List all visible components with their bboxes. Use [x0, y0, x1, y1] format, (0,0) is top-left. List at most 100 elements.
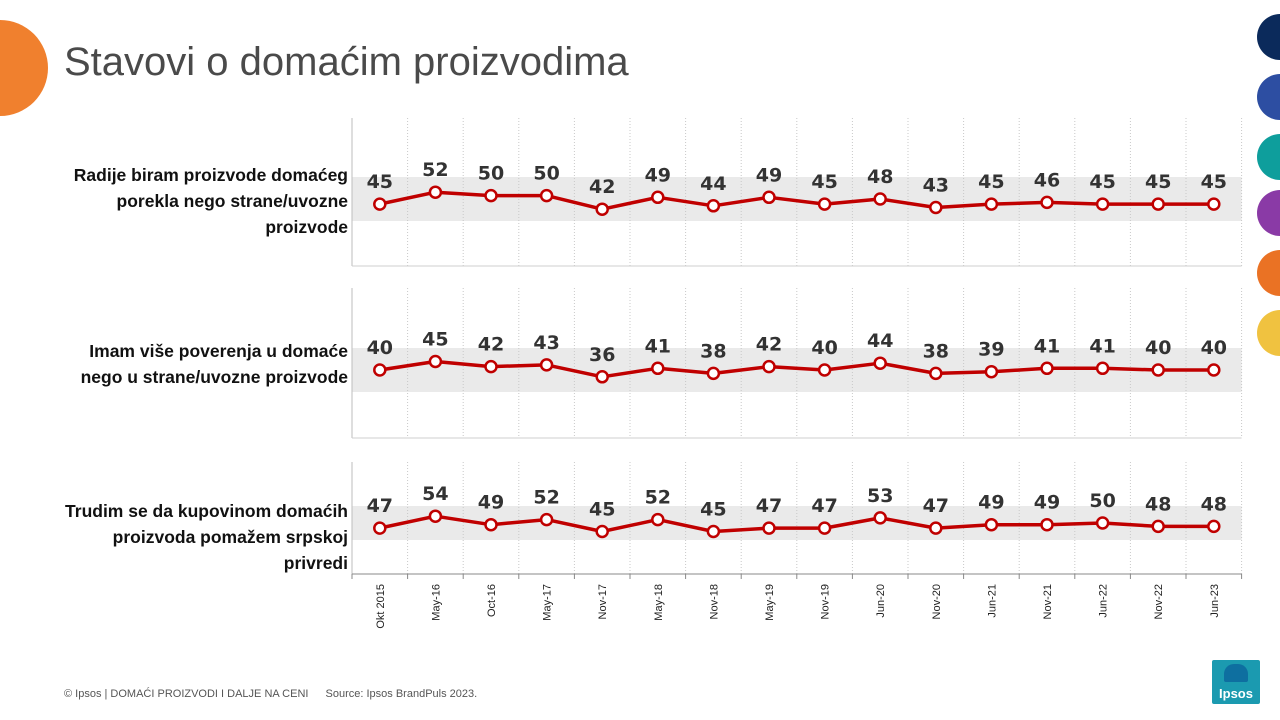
data-point — [428, 509, 443, 523]
data-label: 44 — [867, 330, 893, 352]
data-point — [539, 512, 554, 527]
data-label: 47 — [367, 495, 393, 517]
data-label: 40 — [811, 337, 837, 359]
data-point — [1095, 361, 1110, 376]
x-tick-label: Jun-21 — [986, 584, 998, 618]
data-point — [651, 361, 665, 376]
data-label: 45 — [978, 171, 1004, 193]
x-tick-label: Oct-16 — [486, 584, 498, 617]
data-label: 48 — [1145, 493, 1171, 515]
x-tick-label: Jun-20 — [875, 584, 887, 618]
data-label: 52 — [645, 487, 671, 509]
data-point — [984, 197, 999, 211]
data-point — [1040, 195, 1054, 210]
data-label: 44 — [700, 173, 726, 195]
data-point — [929, 200, 943, 215]
series-line — [379, 190, 1214, 211]
data-label: 41 — [1089, 335, 1115, 357]
data-label: 53 — [867, 485, 893, 507]
data-label: 40 — [1145, 337, 1171, 359]
data-point — [484, 517, 498, 532]
data-point — [984, 364, 999, 379]
data-label: 49 — [1034, 492, 1060, 514]
data-label: 48 — [1201, 493, 1227, 515]
data-label: 45 — [1089, 171, 1115, 193]
data-point — [706, 199, 721, 213]
data-label: 41 — [1034, 335, 1060, 357]
ipsos-logo: Ipsos — [1212, 660, 1260, 704]
data-label: 47 — [756, 495, 782, 517]
side-dot — [1257, 134, 1280, 180]
data-label: 48 — [867, 166, 893, 188]
data-label: 49 — [645, 164, 671, 186]
data-point — [651, 512, 665, 527]
data-label: 50 — [533, 163, 559, 185]
series-label-2: Imam više poverenja u domaće nego u stra… — [80, 341, 348, 387]
side-dot — [1257, 310, 1280, 356]
data-point — [762, 521, 776, 535]
data-point — [873, 356, 887, 370]
data-point — [484, 359, 498, 374]
x-tick-label: May-16 — [430, 584, 442, 621]
side-dot — [1257, 250, 1280, 296]
data-point — [762, 190, 776, 205]
data-label: 38 — [923, 340, 949, 362]
data-point — [595, 370, 609, 384]
data-label: 47 — [811, 495, 837, 517]
x-tick-label: Nov-19 — [820, 584, 832, 619]
data-point — [1040, 517, 1054, 532]
data-label: 50 — [1089, 490, 1115, 512]
data-point — [539, 358, 554, 372]
data-point — [1207, 197, 1221, 211]
data-label: 40 — [367, 337, 393, 359]
data-point — [1207, 519, 1221, 534]
data-label: 45 — [367, 171, 393, 193]
logo-text: Ipsos — [1219, 686, 1253, 701]
data-label: 45 — [1145, 171, 1171, 193]
x-tick-label: Nov-17 — [597, 584, 609, 619]
data-point — [1095, 197, 1110, 211]
data-label: 45 — [811, 171, 837, 193]
data-label: 54 — [422, 483, 448, 505]
data-label: 42 — [478, 334, 504, 356]
data-label: 39 — [978, 339, 1004, 361]
data-point — [873, 192, 887, 206]
data-point — [706, 524, 721, 539]
data-point — [539, 188, 554, 203]
footer-source: Source: Ipsos BrandPuls 2023. — [325, 688, 478, 700]
x-tick-label: May-19 — [764, 584, 776, 621]
data-point — [484, 188, 498, 203]
data-point — [1095, 516, 1110, 530]
data-point — [595, 524, 609, 539]
data-point — [651, 190, 665, 205]
series-line — [379, 359, 1214, 379]
data-point — [817, 521, 832, 535]
data-point — [817, 197, 832, 211]
data-point — [373, 521, 387, 535]
side-dot — [1257, 74, 1280, 120]
series-label-3: Trudim se da kupovinom domaćih proizvoda… — [65, 501, 348, 573]
series-line — [379, 514, 1214, 534]
data-point — [1151, 197, 1165, 211]
series-label-1: Radije biram proizvode domaćeg porekla n… — [73, 165, 348, 237]
data-point — [1151, 363, 1165, 377]
data-label: 50 — [478, 163, 504, 185]
data-point — [706, 366, 721, 381]
data-label: 36 — [589, 344, 615, 366]
data-point — [984, 517, 999, 532]
data-label: 52 — [533, 487, 559, 509]
data-point — [373, 363, 387, 377]
logo-shape — [1224, 664, 1248, 682]
data-point — [929, 366, 943, 381]
data-point — [929, 521, 943, 535]
data-label: 52 — [422, 159, 448, 181]
line-chart: 45 52 50 50 42 49 44 49 45 48 43 45 46 45 45 45 40 45 42 43… — [351, 118, 1243, 629]
data-label: 42 — [756, 334, 782, 356]
x-tick-label: Jun-23 — [1209, 584, 1221, 618]
data-label: 49 — [978, 492, 1004, 514]
x-tick-label: Nov-22 — [1153, 584, 1165, 619]
data-point — [595, 202, 609, 216]
x-tick-label: Nov-20 — [931, 584, 943, 619]
footer: © Ipsos | DOMAĆI PROIZVODI I DALJE NA CE… — [64, 688, 477, 700]
data-point — [428, 354, 443, 369]
